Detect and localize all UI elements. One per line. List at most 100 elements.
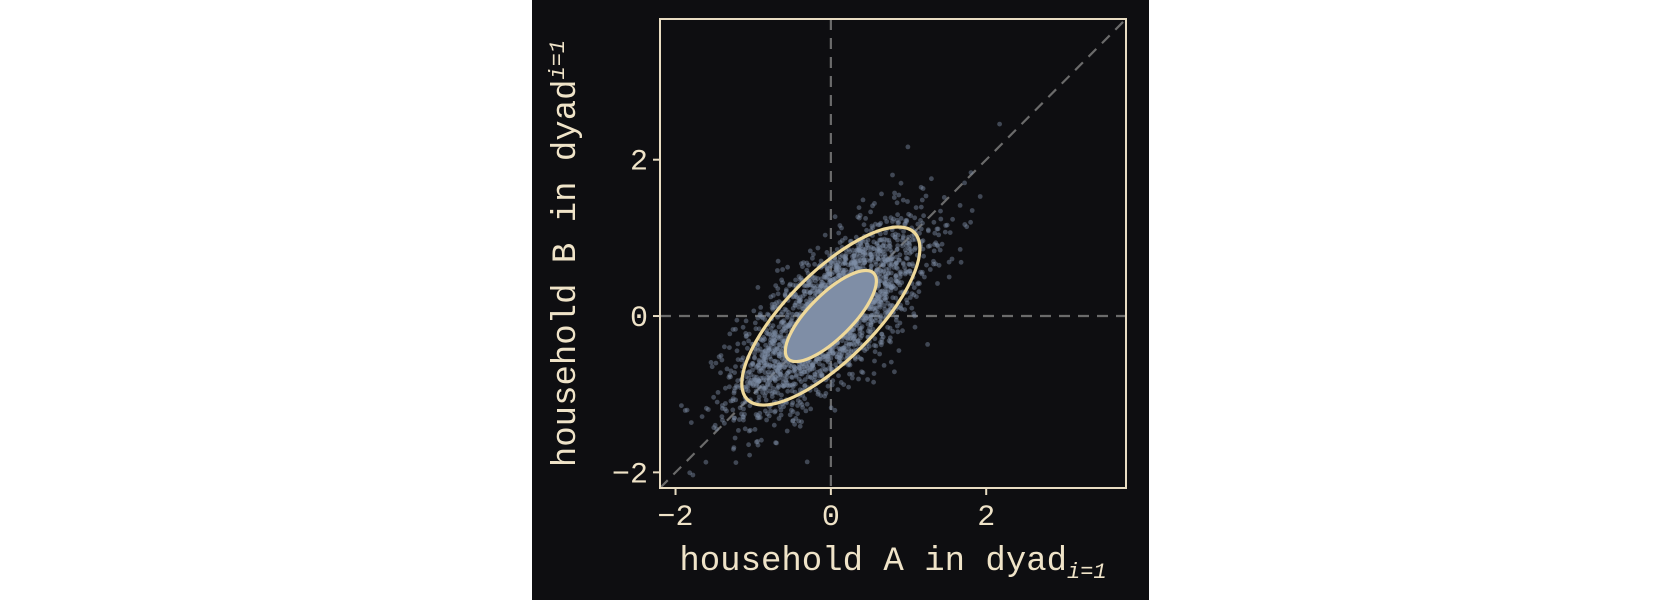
- scatter-point: [854, 248, 860, 253]
- scatter-point: [900, 235, 906, 241]
- scatter-point: [770, 338, 775, 344]
- scatter-point: [894, 217, 900, 223]
- scatter-point: [856, 254, 862, 259]
- scatter-point: [878, 274, 883, 280]
- scatter-point: [744, 333, 749, 339]
- scatter-point: [851, 332, 856, 338]
- scatter-point: [774, 333, 780, 338]
- scatter-point: [883, 274, 888, 280]
- scatter-point: [684, 407, 690, 413]
- scatter-point: [880, 261, 886, 267]
- scatter-point: [727, 372, 733, 378]
- scatter-point: [833, 260, 838, 266]
- scatter-point: [731, 417, 737, 423]
- scatter-point: [752, 354, 757, 360]
- scatter-point: [855, 214, 861, 220]
- scatter-point: [804, 289, 810, 294]
- scatter-point: [777, 361, 782, 367]
- scatter-point: [771, 364, 776, 369]
- scatter-point: [849, 268, 854, 273]
- scatter-point: [833, 344, 838, 349]
- scatter-point: [865, 328, 871, 334]
- scatter-point: [841, 269, 847, 275]
- scatter-point: [868, 252, 874, 257]
- scatter-point: [845, 336, 850, 341]
- scatter-point: [834, 264, 839, 270]
- scatter-point: [894, 314, 899, 320]
- scatter-point: [779, 352, 784, 357]
- scatter-point: [910, 263, 916, 269]
- scatter-point: [766, 347, 772, 352]
- scatter-point: [899, 237, 905, 243]
- scatter-point: [825, 383, 831, 389]
- scatter-point: [830, 277, 836, 283]
- scatter-point: [876, 256, 881, 262]
- scatter-point: [775, 359, 781, 365]
- scatter-point: [825, 351, 831, 357]
- scatter-point: [856, 215, 862, 221]
- scatter-point: [737, 405, 743, 411]
- scatter-point: [747, 380, 753, 386]
- scatter-point: [888, 215, 894, 221]
- scatter-point: [800, 303, 805, 308]
- scatter-point: [964, 224, 970, 230]
- scatter-point: [780, 319, 786, 325]
- scatter-point: [858, 325, 864, 331]
- scatter-point: [772, 304, 778, 310]
- scatter-point: [830, 350, 836, 356]
- scatter-point: [755, 315, 761, 321]
- scatter-point: [770, 375, 776, 380]
- scatter-point: [949, 256, 955, 262]
- scatter-point: [776, 299, 782, 305]
- scatter-point: [817, 356, 823, 362]
- scatter-point: [774, 300, 779, 305]
- scatter-point: [907, 242, 913, 248]
- scatter-point: [798, 297, 804, 303]
- scatter-point: [750, 367, 755, 373]
- scatter-point: [805, 365, 811, 371]
- scatter-point: [708, 360, 714, 365]
- scatter-point: [832, 407, 838, 413]
- scatter-point: [774, 386, 780, 391]
- scatter-point: [720, 417, 725, 423]
- scatter-point: [846, 384, 851, 390]
- scatter-point: [878, 342, 884, 348]
- scatter-point: [818, 356, 823, 362]
- scatter-point: [877, 298, 882, 304]
- scatter-point: [790, 384, 796, 389]
- scatter-point: [794, 311, 800, 317]
- scatter-point: [843, 252, 849, 257]
- scatter-point: [776, 342, 782, 347]
- scatter-point: [775, 314, 780, 320]
- scatter-point: [775, 346, 780, 352]
- scatter-point: [935, 243, 941, 249]
- scatter-point: [751, 381, 756, 387]
- y-axis-label: household B in dyadi=1: [546, 40, 586, 467]
- scatter-point: [841, 382, 847, 387]
- scatter-point: [758, 360, 764, 366]
- scatter-point: [822, 282, 828, 288]
- scatter-point: [895, 243, 901, 249]
- scatter-point: [849, 349, 854, 355]
- scatter-point: [756, 378, 762, 384]
- scatter-point: [877, 302, 883, 308]
- scatter-point: [859, 357, 865, 362]
- scatter-point: [840, 347, 846, 353]
- scatter-point: [733, 364, 738, 369]
- scatter-point: [875, 270, 881, 275]
- scatter-point: [863, 315, 869, 321]
- scatter-point: [912, 215, 918, 221]
- scatter-point: [844, 349, 850, 355]
- scatter-point: [818, 371, 824, 377]
- scatter-point: [778, 312, 784, 317]
- scatter-point: [918, 218, 923, 223]
- scatter-point: [893, 278, 899, 284]
- scatter-point: [772, 301, 777, 307]
- scatter-point: [750, 362, 756, 368]
- scatter-point: [826, 356, 831, 362]
- scatter-point: [853, 234, 859, 240]
- scatter-point: [847, 371, 852, 377]
- scatter-point: [777, 351, 783, 357]
- scatter-point: [880, 254, 886, 260]
- scatter-point: [679, 490, 684, 495]
